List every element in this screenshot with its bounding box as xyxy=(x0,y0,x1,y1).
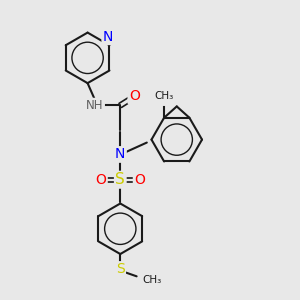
Text: O: O xyxy=(134,173,145,187)
Text: N: N xyxy=(115,148,125,161)
Text: O: O xyxy=(95,173,106,187)
Text: O: O xyxy=(129,89,140,103)
Text: S: S xyxy=(116,262,125,277)
Text: N: N xyxy=(103,30,113,44)
Text: CH₃: CH₃ xyxy=(154,92,174,101)
Text: S: S xyxy=(116,172,125,187)
Text: CH₃: CH₃ xyxy=(142,275,162,285)
Text: NH: NH xyxy=(86,99,104,112)
